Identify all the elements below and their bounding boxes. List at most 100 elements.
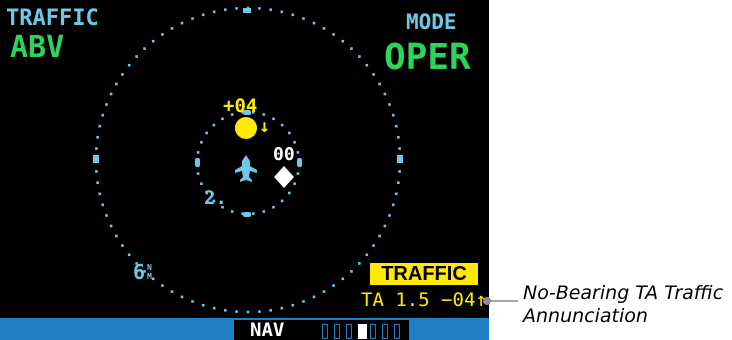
ring-dot [205,131,208,135]
ring-dot [312,295,316,299]
ring-dot [296,172,300,175]
own-aircraft-icon [235,155,257,182]
ring-dot [341,39,345,43]
ring-dot [224,309,227,312]
ring-dot [269,8,272,11]
ring-dot [291,13,295,17]
ring-dot [291,303,295,307]
ring-dot [388,214,391,217]
ring-dot [246,6,250,10]
ring-dot [258,7,261,10]
ring-dot [101,203,105,207]
outer-range-unit: NM [147,263,152,281]
ring-dot [280,199,284,203]
ta-relative-altitude: +04 [223,95,258,117]
ring-dot [95,147,98,150]
ring-dot [143,270,146,273]
ring-dot [280,306,284,310]
ring-dot [212,199,216,203]
ring-dot [322,290,326,293]
ring-dot [350,270,353,273]
ring-dot [378,82,381,86]
range-rings [93,6,403,314]
ring-dot [391,203,395,207]
page-dot [334,324,340,339]
ring-dot [378,234,381,238]
ring-dot [246,310,250,314]
ring-dot [235,7,238,10]
ring-dot [394,192,398,196]
ring-dot [332,33,335,36]
ring-dot [258,310,261,313]
ring-dot [221,205,224,209]
ring-dot [151,277,155,281]
ring-dot [394,124,398,128]
ring-dot [180,21,184,25]
ring-dot [388,103,391,106]
ring-dot [212,10,216,14]
page-dot [346,324,352,339]
ring-dot [358,55,361,58]
ring-dot [121,244,124,247]
traffic-annunciation-badge: TRAFFIC [370,263,478,285]
operating-mode-value: OPER [384,37,471,78]
ring-dot [365,253,369,257]
traffic-title: TRAFFIC [6,6,99,31]
ring-dot [302,17,305,20]
ring-dot [252,212,255,215]
ring-dot [252,111,255,114]
ring-dot [180,295,184,299]
page-dot-active [358,324,367,339]
ring-dot [288,131,291,135]
ring-dot [105,103,108,106]
ring-dot [288,191,291,195]
ring-dot [397,136,400,139]
ring-dot [212,123,216,127]
ring-dot [127,253,131,257]
ring-dot [98,124,102,128]
ring-dot [280,123,284,127]
page-group-label: NAV [250,319,285,340]
other-traffic-symbol [274,166,294,188]
callout-label-line1: No-Bearing TA Traffic [523,282,724,304]
ring-dot [115,234,118,238]
ring-dot [230,210,234,213]
ring-dot [201,303,205,307]
ring-dot [262,113,266,116]
ring-dot [196,151,200,154]
ring-dot [372,244,375,247]
ring-dot [293,141,296,144]
ring-dot [272,205,275,209]
traffic-display-screen: TRAFFIC ABV MODE OPER +04 ↓ 00 2. 6 NM T… [0,0,489,340]
inner-range-label: 2. [204,187,227,209]
other-traffic-relative-altitude: 00 [273,144,295,165]
ring-dot [383,92,387,96]
ring-dot [398,170,401,173]
ring-dot [109,92,113,96]
ring-dot [332,284,335,287]
ring-dot [196,172,200,175]
ring-dot [383,224,387,228]
ring-dot [127,63,131,67]
no-bearing-ta-annunciation: TA 1.5 −04↑ [361,289,487,311]
ring-dot [372,73,375,76]
page-dot [370,324,376,339]
ring-dot [350,47,353,50]
ring-dot [98,192,102,196]
ring-dot [269,309,272,312]
page-dot [322,324,328,339]
ring-dot [95,170,98,173]
outer-range-ring [94,6,402,314]
ring-dot [302,300,305,303]
ring-dot [135,55,138,58]
ring-dot [101,113,105,117]
ring-dot [161,33,164,36]
ring-dot [109,224,113,228]
callout-anchor-dot [483,297,491,305]
ring-dot [341,277,345,281]
ring-dot [397,181,400,184]
ring-dot [143,47,146,50]
mode-title: MODE [406,10,457,34]
ring-dot [322,27,326,30]
ring-dot [135,262,138,265]
